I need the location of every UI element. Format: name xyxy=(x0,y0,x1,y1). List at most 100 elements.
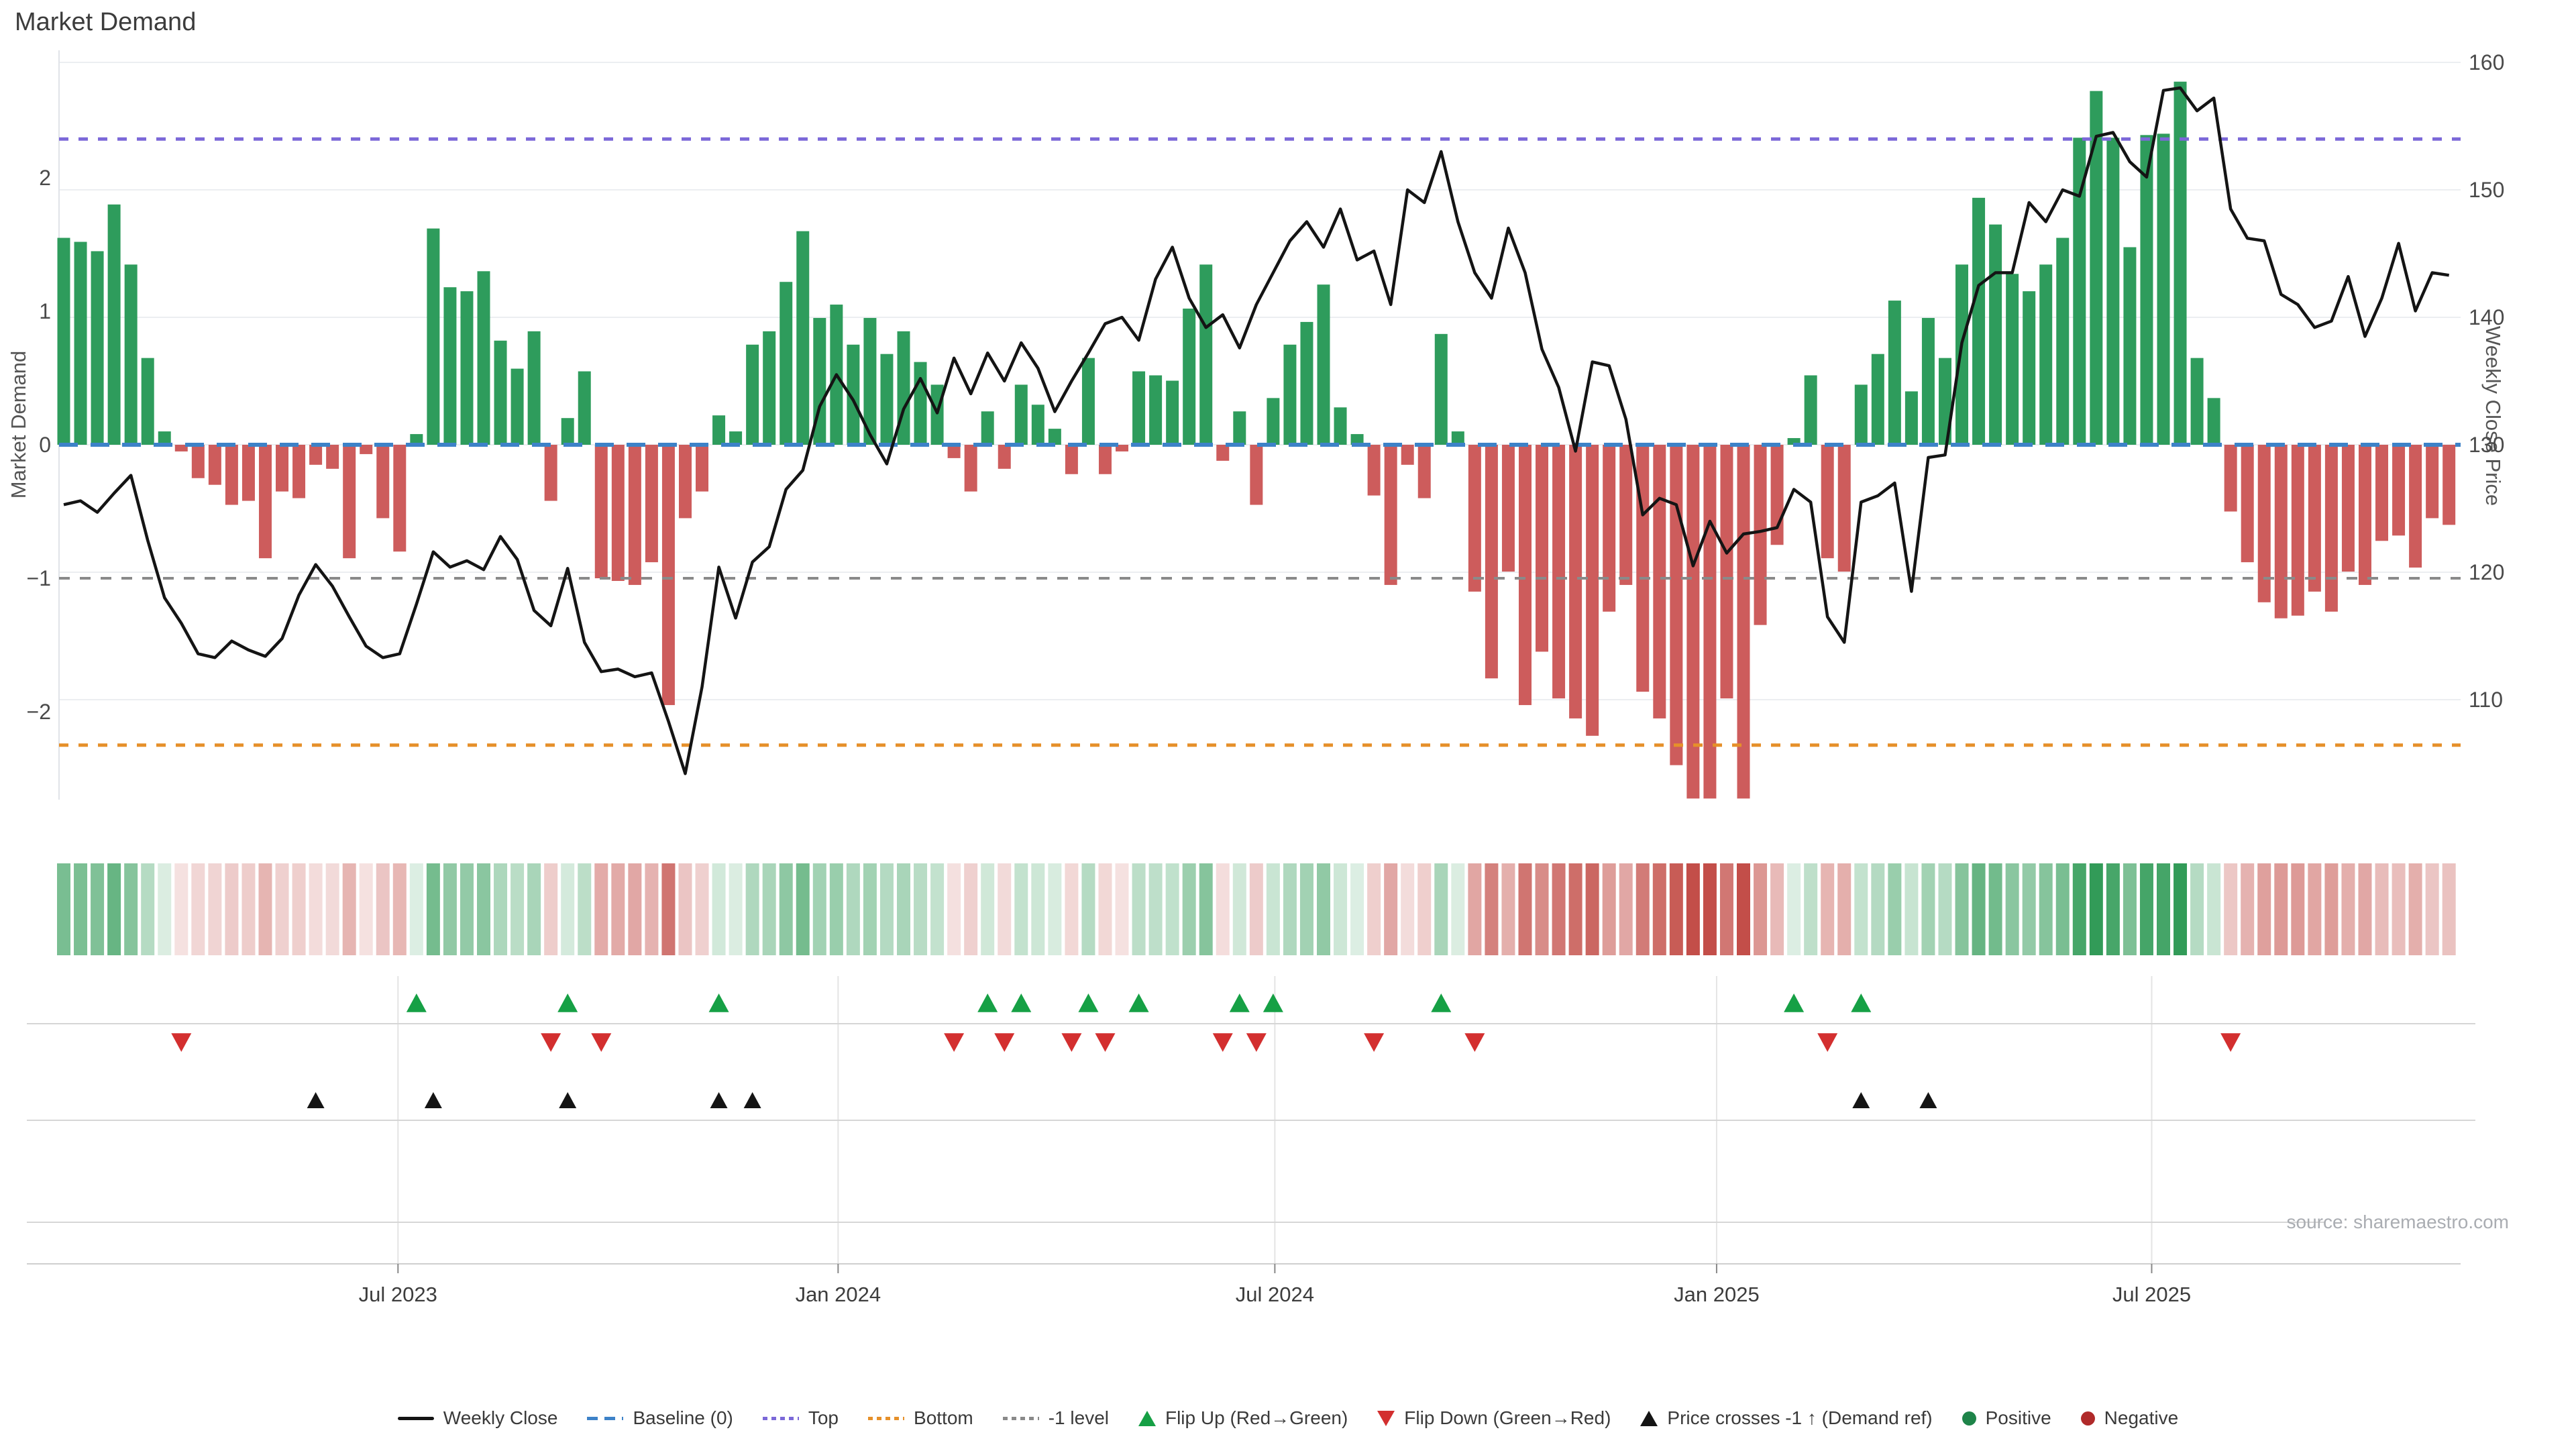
heatmap-cell xyxy=(1266,863,1280,955)
heatmap-cell xyxy=(460,863,474,955)
heatmap-cell xyxy=(325,863,339,955)
demand-bar-positive xyxy=(981,411,994,445)
heatmap-cell xyxy=(275,863,289,955)
market-demand-chart xyxy=(27,50,2475,1273)
heatmap-cell xyxy=(1787,863,1801,955)
legend-swatch-tri-up-icon xyxy=(1138,1410,1156,1426)
flip-up-marker xyxy=(1011,994,1032,1012)
flip-down-marker xyxy=(1061,1033,1082,1052)
flip-up-marker xyxy=(1128,994,1149,1012)
heatmap-cell xyxy=(1938,863,1952,955)
legend-item[interactable]: Baseline (0) xyxy=(587,1407,733,1429)
legend-item[interactable]: Bottom xyxy=(868,1407,973,1429)
demand-bar-negative xyxy=(628,445,641,585)
legend-swatch-tri-up-icon xyxy=(1640,1410,1658,1426)
heatmap-cell xyxy=(1417,863,1432,955)
y-right-tick-label: 160 xyxy=(2469,50,2505,74)
demand-bar-positive xyxy=(410,434,423,445)
heatmap-cell xyxy=(511,863,525,955)
demand-bar-positive xyxy=(1804,375,1817,445)
heatmap-cell xyxy=(1199,863,1213,955)
demand-bar-positive xyxy=(780,282,793,445)
legend-item[interactable]: Flip Down (Green→Red) xyxy=(1377,1407,1611,1429)
demand-bar-positive xyxy=(494,340,507,445)
heatmap-cell xyxy=(426,863,440,955)
legend-label: -1 level xyxy=(1048,1407,1109,1428)
heatmap-cell xyxy=(2425,863,2439,955)
demand-bar-positive xyxy=(74,241,87,445)
demand-bar-positive xyxy=(1166,380,1179,445)
left-axis-label: Market Demand xyxy=(7,350,30,499)
heatmap-cell xyxy=(1350,863,1364,955)
heatmap-cell xyxy=(241,863,256,955)
demand-bar-positive xyxy=(511,368,524,445)
heatmap-cell xyxy=(1014,863,1028,955)
legend-item[interactable]: Negative xyxy=(2080,1407,2178,1429)
demand-bar-positive xyxy=(1031,405,1044,445)
heatmap-cell xyxy=(74,863,88,955)
legend-label: Weekly Close xyxy=(443,1407,558,1428)
legend-swatch-line-icon xyxy=(397,1416,434,1420)
legend-item[interactable]: Positive xyxy=(1962,1407,2051,1429)
demand-bar-negative xyxy=(696,445,709,492)
legend-label: Flip Down (Green→Red) xyxy=(1404,1407,1611,1428)
demand-bar-positive xyxy=(1989,224,2002,445)
legend-item[interactable]: Weekly Close xyxy=(397,1407,558,1429)
demand-bar-negative xyxy=(208,445,221,485)
legend-item[interactable]: -1 level xyxy=(1002,1407,1109,1429)
demand-bar-negative xyxy=(1468,445,1481,592)
demand-bar-negative xyxy=(241,445,255,501)
heatmap-cell xyxy=(1703,863,1717,955)
heatmap-cell xyxy=(1754,863,1768,955)
demand-bar-negative xyxy=(276,445,289,492)
demand-bar-positive xyxy=(2190,358,2204,445)
heatmap-cell xyxy=(645,863,659,955)
demand-bar-negative xyxy=(2224,445,2237,512)
heatmap-cell xyxy=(1249,863,1263,955)
heatmap-cell xyxy=(1804,863,1818,955)
demand-bar-negative xyxy=(2341,445,2355,572)
demand-bar-positive xyxy=(1283,344,1297,445)
demand-bar-negative xyxy=(1653,445,1666,718)
y-left-tick-label: 2 xyxy=(39,166,51,190)
heatmap-cell xyxy=(208,863,222,955)
legend-item[interactable]: Price crosses -1 ↑ (Demand ref) xyxy=(1640,1407,1933,1429)
flip-down-marker xyxy=(1817,1033,1838,1052)
legend-item[interactable]: Top xyxy=(762,1407,839,1429)
heatmap-cell xyxy=(661,863,676,955)
demand-bar-positive xyxy=(1334,407,1347,445)
heatmap-cell xyxy=(779,863,793,955)
heatmap-cell xyxy=(2089,863,2103,955)
demand-bar-negative xyxy=(1401,445,1414,465)
demand-bar-positive xyxy=(141,358,154,445)
demand-bar-positive xyxy=(796,231,810,445)
right-axis-label: Weekly Close Price xyxy=(2481,325,2505,506)
price-cross-marker xyxy=(559,1092,577,1109)
heatmap-cell xyxy=(1854,863,1868,955)
flip-up-marker xyxy=(1851,994,1872,1012)
heatmap-cell xyxy=(1821,863,1835,955)
demand-bar-positive xyxy=(158,431,171,445)
flip-down-marker xyxy=(944,1033,965,1052)
heatmap-cell xyxy=(2308,863,2322,955)
x-tick-label: Jul 2024 xyxy=(1235,1283,1314,1306)
legend-label: Baseline (0) xyxy=(633,1407,733,1428)
legend-item[interactable]: Flip Up (Red→Green) xyxy=(1138,1407,1348,1429)
heatmap-cell xyxy=(981,863,995,955)
legend-label: Flip Up (Red→Green) xyxy=(1165,1407,1348,1428)
demand-bar-negative xyxy=(1536,445,1549,652)
heatmap-cell xyxy=(1317,863,1330,955)
flip-down-marker xyxy=(541,1033,561,1052)
demand-bar-negative xyxy=(1065,445,1078,474)
flip-up-marker xyxy=(977,994,998,1012)
heatmap-cell xyxy=(2324,863,2339,955)
heatmap-cell xyxy=(2005,863,2019,955)
demand-bar-positive xyxy=(1350,434,1364,445)
demand-bar-positive xyxy=(527,331,541,445)
heatmap-cell xyxy=(2123,863,2137,955)
demand-bar-positive xyxy=(1955,264,1969,445)
flip-up-marker xyxy=(406,994,427,1012)
demand-bar-negative xyxy=(2324,445,2338,612)
demand-bar-negative xyxy=(678,445,692,519)
heatmap-cell xyxy=(964,863,978,955)
